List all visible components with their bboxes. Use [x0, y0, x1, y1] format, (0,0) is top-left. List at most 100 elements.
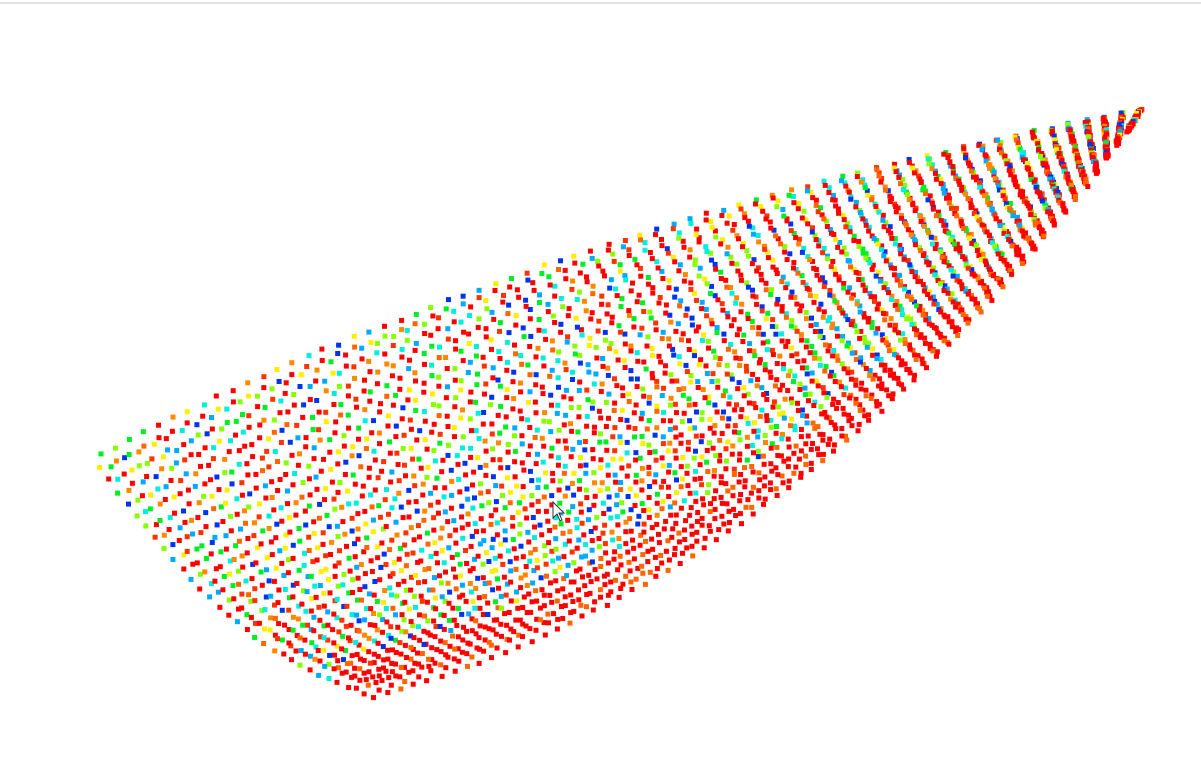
point [290, 482, 296, 488]
point [243, 578, 249, 584]
point [314, 557, 320, 563]
point [631, 410, 637, 416]
point [986, 201, 992, 207]
point [732, 429, 737, 435]
point [170, 414, 176, 420]
point [493, 483, 499, 489]
point [565, 517, 571, 523]
point [680, 238, 686, 244]
point [699, 522, 705, 528]
point [485, 489, 491, 495]
point [482, 624, 488, 630]
point [252, 520, 257, 526]
point [877, 278, 883, 284]
point [518, 380, 523, 386]
point [306, 353, 312, 359]
point [399, 317, 405, 323]
point [672, 448, 678, 454]
point [815, 209, 821, 215]
point [266, 464, 272, 470]
point [679, 476, 685, 482]
point [851, 233, 857, 239]
point [854, 170, 860, 176]
point [660, 418, 666, 424]
point [751, 257, 757, 263]
point [311, 531, 317, 536]
point [321, 590, 327, 596]
point [311, 445, 317, 451]
point [596, 536, 602, 541]
point [815, 383, 821, 389]
point [830, 192, 836, 198]
point [752, 420, 757, 426]
point [555, 438, 561, 444]
point [494, 532, 500, 538]
point [912, 208, 918, 214]
point [834, 326, 840, 332]
point [789, 345, 795, 351]
point [442, 509, 448, 515]
point [879, 332, 885, 338]
point [820, 314, 826, 320]
point [302, 550, 307, 556]
point [677, 539, 682, 545]
point [412, 370, 418, 376]
point [741, 385, 747, 391]
point [787, 251, 793, 257]
point [941, 218, 947, 224]
point [477, 646, 483, 652]
point [318, 468, 324, 474]
point [719, 415, 725, 421]
point [822, 368, 828, 374]
point [886, 393, 892, 399]
point [934, 353, 939, 359]
point [181, 566, 187, 572]
point [418, 593, 424, 599]
point [456, 658, 462, 664]
point [633, 472, 639, 478]
point [922, 340, 928, 346]
point [744, 443, 750, 449]
point [874, 306, 880, 312]
point [580, 261, 586, 267]
point [902, 341, 908, 347]
point [783, 311, 789, 317]
point [745, 391, 751, 397]
point [687, 216, 693, 222]
point [891, 347, 897, 353]
point [844, 343, 850, 349]
point [422, 331, 428, 336]
point [505, 449, 511, 455]
point [213, 566, 219, 572]
point [894, 299, 900, 304]
point [938, 334, 944, 340]
point [308, 608, 314, 614]
point [331, 402, 337, 407]
point [290, 627, 296, 633]
point [1004, 161, 1010, 167]
point [912, 274, 918, 280]
point [843, 183, 849, 189]
point [273, 565, 279, 571]
point [1014, 184, 1020, 190]
point [685, 439, 691, 445]
point [703, 244, 709, 250]
point [1046, 171, 1052, 177]
point [356, 642, 362, 648]
point [738, 309, 744, 315]
point [668, 395, 674, 401]
point [590, 607, 596, 613]
point [200, 413, 206, 419]
point [989, 297, 995, 303]
point [317, 501, 323, 507]
point [451, 319, 457, 325]
point [820, 335, 826, 341]
point [866, 224, 872, 230]
point [737, 451, 743, 457]
point [641, 309, 647, 314]
point [482, 594, 488, 599]
point [121, 471, 127, 477]
point [768, 417, 774, 423]
point [714, 409, 720, 415]
